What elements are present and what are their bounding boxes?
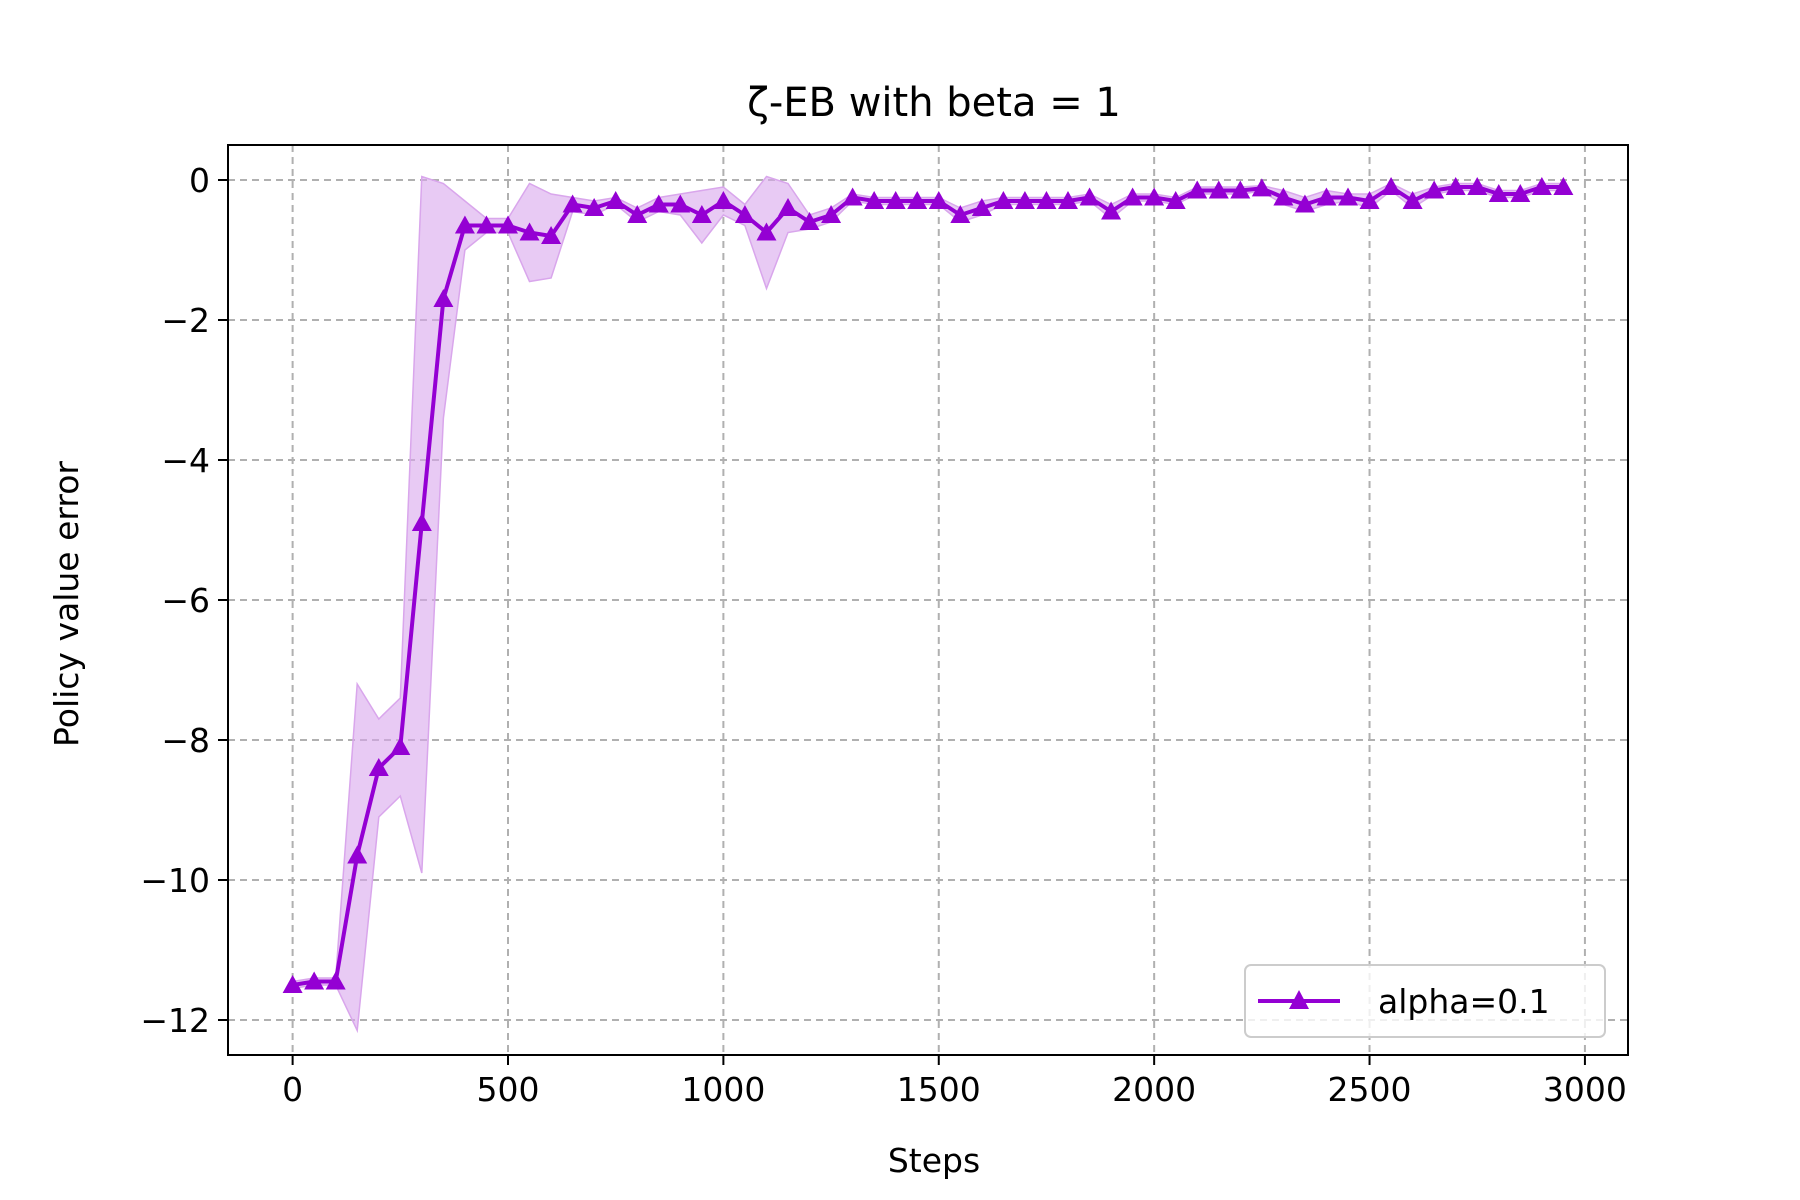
data-point xyxy=(282,975,303,993)
y-axis: 0 −2 −4 −6 −8 −10 −12 xyxy=(140,161,228,1040)
data-point xyxy=(950,205,971,223)
data-point xyxy=(1467,177,1488,195)
data-point xyxy=(1079,187,1100,206)
data-point xyxy=(627,205,648,223)
series-markers xyxy=(282,177,1574,993)
data-point xyxy=(1510,184,1531,202)
data-point xyxy=(454,215,475,234)
data-point xyxy=(1445,177,1466,195)
legend-box xyxy=(1244,964,1606,1038)
y-tick-label: −10 xyxy=(140,861,210,900)
data-point xyxy=(1531,177,1552,195)
data-point xyxy=(971,198,992,216)
data-point xyxy=(1273,187,1294,206)
y-tick-label: −2 xyxy=(161,301,210,340)
data-point xyxy=(1165,191,1186,209)
data-point xyxy=(885,191,906,209)
data-point xyxy=(1208,180,1229,199)
data-point xyxy=(734,205,755,223)
data-point xyxy=(390,737,411,755)
data-point xyxy=(1144,187,1165,206)
data-point xyxy=(713,191,734,209)
x-tick-label: 1500 xyxy=(897,1070,981,1109)
x-axis: 0 500 1000 1500 2000 2500 3000 xyxy=(282,1055,1627,1109)
data-point xyxy=(1187,180,1208,199)
data-point xyxy=(1424,180,1445,199)
data-point xyxy=(1230,180,1251,199)
data-point xyxy=(347,845,368,864)
data-point xyxy=(928,191,949,209)
data-point xyxy=(778,198,798,216)
data-point xyxy=(1553,177,1574,195)
legend: alpha=0.1 xyxy=(1244,964,1606,1038)
data-point xyxy=(1122,187,1143,206)
x-tick-label: 2000 xyxy=(1112,1070,1196,1109)
y-tick-label: −6 xyxy=(161,581,210,620)
data-point xyxy=(842,187,863,206)
data-point xyxy=(1014,191,1035,209)
data-point xyxy=(799,212,820,230)
data-point xyxy=(1101,201,1122,220)
data-point xyxy=(1381,177,1402,195)
data-point xyxy=(648,194,669,213)
data-point xyxy=(1316,187,1337,206)
data-point xyxy=(605,191,626,209)
y-tick-label: 0 xyxy=(189,161,210,200)
data-point xyxy=(1251,178,1272,197)
data-point xyxy=(325,971,346,990)
data-point xyxy=(433,289,454,307)
data-point xyxy=(498,215,518,234)
data-point xyxy=(304,971,325,990)
data-point xyxy=(1338,187,1358,206)
data-point xyxy=(821,205,842,223)
data-point xyxy=(519,222,540,241)
data-point xyxy=(670,194,691,213)
data-point xyxy=(368,758,389,776)
data-point xyxy=(1488,184,1509,202)
y-tick-label: −12 xyxy=(140,1001,210,1040)
y-axis-label: Policy value error xyxy=(47,461,86,747)
legend-marker xyxy=(1289,990,1309,1009)
x-tick-label: 0 xyxy=(282,1070,303,1109)
data-point xyxy=(691,205,712,223)
data-point xyxy=(1058,191,1078,209)
legend-label: alpha=0.1 xyxy=(1378,982,1550,1021)
data-point xyxy=(541,226,562,244)
data-point xyxy=(1402,191,1423,209)
data-point xyxy=(864,191,885,209)
chart-title: ζ-EB with beta = 1 xyxy=(747,80,1121,126)
grid xyxy=(228,145,1628,1055)
data-point xyxy=(1359,191,1380,209)
x-tick-label: 2500 xyxy=(1328,1070,1412,1109)
data-point xyxy=(562,194,583,213)
x-tick-label: 1000 xyxy=(681,1070,765,1109)
data-point xyxy=(1294,194,1315,213)
data-point xyxy=(993,191,1014,209)
data-point xyxy=(584,198,605,216)
x-axis-label: Steps xyxy=(888,1141,980,1180)
data-point xyxy=(1036,191,1057,209)
data-point xyxy=(411,513,432,531)
data-point xyxy=(907,191,928,209)
data-point xyxy=(476,215,497,234)
x-tick-label: 3000 xyxy=(1543,1070,1627,1109)
data-point xyxy=(756,222,777,241)
y-tick-label: −8 xyxy=(161,721,210,760)
y-tick-label: −4 xyxy=(161,441,210,480)
x-tick-label: 500 xyxy=(477,1070,540,1109)
